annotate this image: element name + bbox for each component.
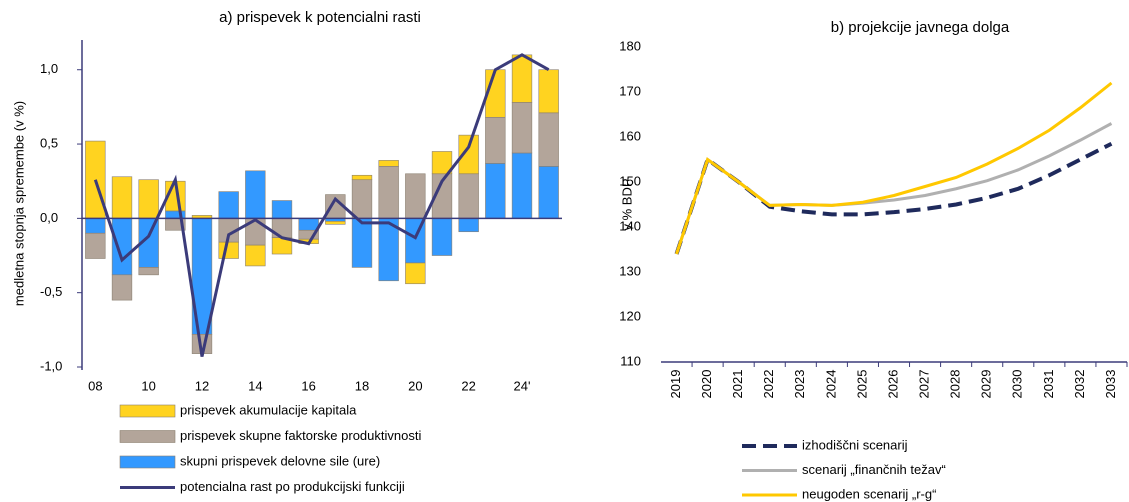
x-tick-label: 2032 — [1072, 370, 1087, 399]
bar — [245, 244, 266, 267]
y-tick-label: 130 — [619, 263, 641, 278]
x-tick-label: 20 — [408, 378, 422, 393]
x-tick-label: 2024 — [823, 370, 838, 399]
bar — [138, 267, 159, 276]
y-axis-label: medletna stopnja spremembe (v %) — [11, 101, 26, 306]
bar — [458, 134, 479, 175]
y-tick-label: -1,0 — [40, 358, 62, 373]
x-tick-label: 2020 — [699, 370, 714, 399]
x-tick-label: 12 — [195, 378, 209, 393]
bar — [538, 69, 559, 114]
bar — [111, 176, 133, 219]
bar — [111, 274, 133, 301]
x-tick-label: 2028 — [948, 370, 963, 399]
chart-title: a) prispevek k potencialni rasti — [219, 9, 421, 26]
bar — [378, 160, 399, 167]
bar — [245, 170, 266, 219]
x-tick-label: 10 — [141, 378, 155, 393]
x-tick-label: 18 — [355, 378, 369, 393]
bar — [405, 173, 426, 219]
legend-swatch — [119, 430, 176, 443]
y-axis-label: v % BDP — [619, 178, 634, 230]
bar — [271, 200, 293, 219]
x-tick-label: 2027 — [917, 370, 932, 399]
y-tick-label: 180 — [619, 38, 641, 53]
legend-swatch — [119, 455, 176, 469]
bar — [138, 179, 159, 219]
x-tick-label: 2031 — [1041, 370, 1056, 399]
y-tick-label: 120 — [619, 308, 641, 323]
legend-swatch — [119, 404, 176, 418]
y-tick-label: 150 — [619, 173, 641, 188]
bar — [351, 179, 373, 219]
chart-title: b) projekcije javnega dolga — [831, 19, 1010, 36]
x-tick-label: 14 — [248, 378, 262, 393]
bar — [485, 163, 506, 219]
x-tick-label: 22 — [461, 378, 475, 393]
x-tick-label: 2033 — [1103, 370, 1118, 399]
x-tick-label: 08 — [88, 378, 102, 393]
line-series — [675, 122, 1113, 255]
x-tick-label: 24' — [514, 378, 531, 393]
x-tick-label: 2022 — [761, 370, 776, 399]
y-tick-label: 110 — [620, 353, 641, 368]
bar — [111, 218, 133, 276]
bar — [511, 152, 533, 219]
legend-label: scenarij „finančnih težav“ — [802, 462, 946, 477]
bar — [458, 218, 479, 233]
y-tick-label: 140 — [619, 218, 641, 233]
bar — [511, 54, 533, 103]
bar — [458, 173, 479, 219]
bar — [538, 112, 559, 167]
legend-label: potencialna rast po produkcijski funkcij… — [180, 479, 405, 494]
bar — [351, 218, 373, 268]
legend-label: skupni prispevek delovne sile (ure) — [180, 453, 380, 468]
line-series — [93, 53, 550, 357]
bar — [378, 166, 399, 219]
legend-label: prispevek skupne faktorske produktivnost… — [180, 428, 421, 443]
x-tick-label: 2026 — [885, 370, 900, 399]
x-tick-label: 2025 — [854, 370, 869, 399]
bar — [85, 232, 106, 259]
legend-label: prispevek akumulacije kapitala — [180, 402, 357, 417]
legend-label: neugoden scenarij „r-g“ — [802, 486, 936, 501]
bar — [431, 151, 453, 175]
y-tick-label: 160 — [619, 128, 641, 143]
y-tick-label: 0,5 — [40, 135, 58, 150]
bar — [405, 262, 426, 285]
y-tick-label: 170 — [619, 83, 641, 98]
bar — [298, 218, 319, 231]
bar — [538, 166, 559, 219]
line-series — [675, 81, 1113, 255]
bar — [511, 102, 533, 154]
legend-label: izhodiščni scenarij — [802, 437, 908, 452]
bar — [218, 191, 239, 219]
bar — [431, 218, 453, 256]
x-tick-label: 2023 — [792, 370, 807, 399]
y-tick-label: -0,5 — [40, 284, 62, 299]
bar — [85, 140, 106, 219]
x-tick-label: 2019 — [668, 370, 683, 399]
bar — [351, 174, 373, 181]
bar — [485, 116, 506, 164]
x-tick-label: 16 — [301, 378, 315, 393]
y-tick-label: 0,0 — [40, 210, 58, 225]
bar — [325, 221, 346, 225]
x-tick-label: 2021 — [730, 370, 745, 399]
bar — [85, 218, 106, 234]
x-tick-label: 2029 — [979, 370, 994, 399]
bar — [218, 241, 239, 259]
x-tick-label: 2030 — [1010, 370, 1025, 399]
y-tick-label: 1,0 — [40, 61, 58, 76]
